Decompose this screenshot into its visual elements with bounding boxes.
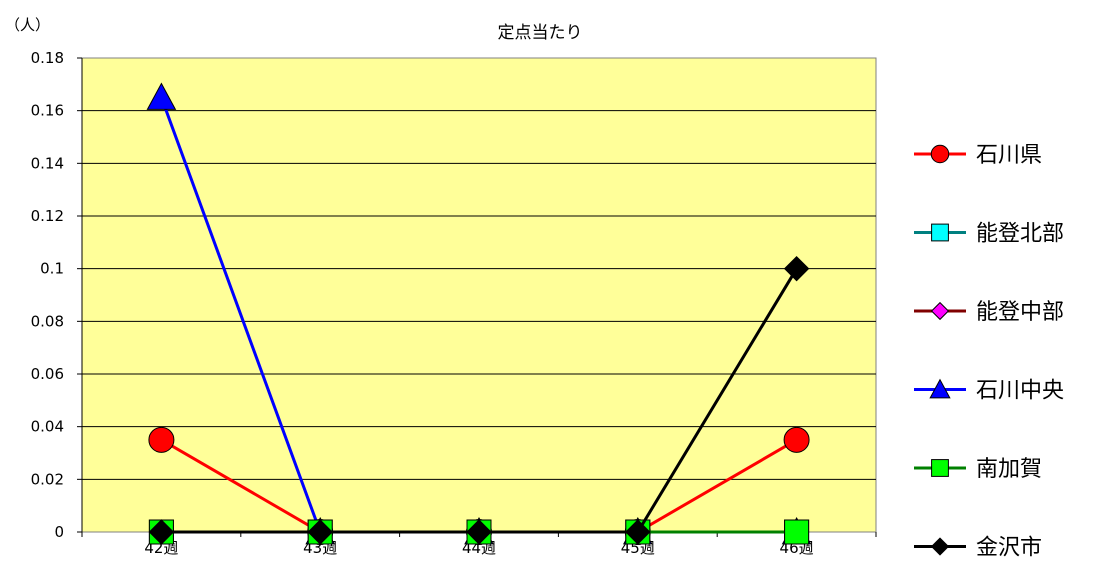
- y-tick-label: 0: [54, 523, 64, 541]
- legend-item: 石川中央: [914, 379, 1064, 404]
- y-tick-label: 0.08: [31, 312, 64, 330]
- legend-item: 南加賀: [914, 457, 1042, 482]
- legend-label: 石川中央: [976, 379, 1064, 404]
- series-6: [148, 255, 810, 545]
- y-axis-unit-label: （人）: [5, 16, 50, 34]
- legend-marker: [930, 144, 950, 164]
- legend-marker: [930, 301, 950, 321]
- y-tick-label: 0.18: [31, 49, 64, 67]
- y-tick-label: 0.16: [31, 102, 64, 120]
- data-point-marker: [783, 255, 810, 282]
- data-point-marker: [466, 519, 492, 545]
- y-tick-label: 0.14: [31, 154, 64, 172]
- y-tick-label: 0.02: [31, 470, 64, 488]
- legend-label: 能登北部: [976, 222, 1064, 247]
- y-tick-label: 0.1: [40, 260, 64, 278]
- legend-marker: [930, 537, 950, 556]
- plot-area: [81, 57, 877, 533]
- y-tick-label: 0.04: [31, 418, 64, 436]
- legend-item: 金沢市: [914, 536, 1042, 561]
- legend-marker: [931, 223, 949, 242]
- chart-title: 定点当たり: [498, 23, 583, 43]
- y-tick-label: 0.12: [31, 207, 64, 225]
- data-point-marker: [148, 519, 175, 545]
- data-point-marker: [625, 519, 651, 545]
- legend-label: 金沢市: [976, 536, 1042, 561]
- legend-label: 南加賀: [976, 457, 1042, 482]
- legend-marker: [931, 459, 949, 477]
- data-point-marker: [784, 519, 810, 545]
- data-point-marker: [148, 426, 175, 453]
- legend-label: 石川県: [976, 143, 1042, 168]
- data-point-marker: [146, 82, 177, 110]
- legend-label: 能登中部: [976, 300, 1064, 325]
- legend-item: 能登北部: [914, 222, 1064, 247]
- legend-item: 石川県: [914, 143, 1042, 168]
- data-point-marker: [307, 519, 333, 545]
- legend-item: 能登中部: [914, 300, 1064, 325]
- legend-marker: [929, 378, 951, 399]
- y-tick-label: 0.06: [31, 365, 64, 383]
- data-point-marker: [783, 426, 810, 453]
